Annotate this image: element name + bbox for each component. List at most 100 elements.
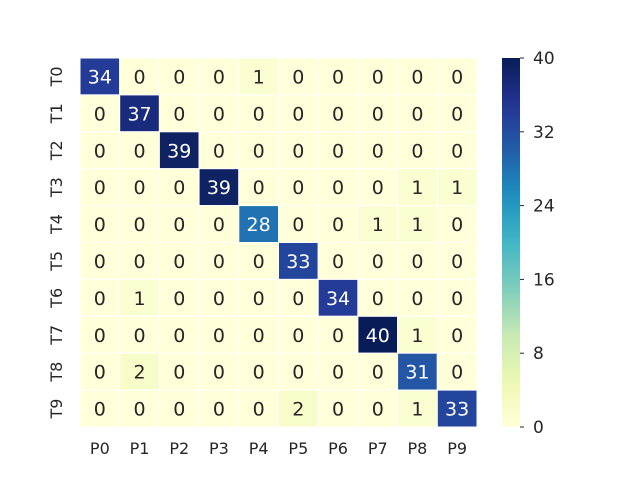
heatmap-cell-T9-P9 [436,389,478,428]
heatmap-cell-T0-P0 [79,57,121,96]
cell-value-T6-P7: 0 [372,288,384,310]
colorbar-tick-label-16: 16 [533,270,555,290]
cell-value-T7-P1: 0 [134,325,146,347]
heatmap-cell-T9-P4 [238,389,280,428]
heatmap-cell-T4-P5 [278,205,319,244]
cell-value-T4-P2: 0 [173,214,185,236]
x-tick-label-P2: P2 [169,439,189,458]
cell-value-T6-P2: 0 [173,288,185,310]
heatmap-cell-T0-P9 [436,57,478,96]
cell-value-T1-P9: 0 [451,103,463,125]
heatmap-cell-T6-P3 [198,278,240,317]
y-tick-label-T5: T5 [47,251,66,272]
heatmap-cell-T2-P1 [119,131,160,170]
heatmap-cell-T8-P3 [198,352,240,391]
cell-value-T9-P2: 0 [173,399,185,421]
cell-value-T9-P5: 2 [292,399,304,421]
cell-value-T5-P8: 0 [411,251,423,273]
cell-value-T6-P8: 0 [411,288,423,310]
cell-value-T9-P7: 0 [372,399,384,421]
colorbar-bar [502,58,520,427]
heatmap-cell-T9-P1 [119,389,160,428]
heatmap-cell-T9-P6 [317,389,359,428]
heatmap-cell-T7-P1 [119,315,160,354]
cell-value-T5-P4: 0 [253,251,265,273]
cell-value-T3-P8: 1 [411,177,423,199]
cell-value-T5-P6: 0 [332,251,344,273]
x-tick-label-P3: P3 [209,439,229,458]
heatmap-cell-T2-P9 [436,131,478,170]
cell-value-T1-P0: 0 [94,103,106,125]
x-tick-label-P6: P6 [328,439,348,458]
cell-value-T2-P2: 39 [167,140,191,162]
cell-value-T1-P7: 0 [372,103,384,125]
cell-value-T8-P4: 0 [253,362,265,384]
cell-value-T9-P0: 0 [94,399,106,421]
heatmap-cell-T8-P0 [79,352,121,391]
cell-value-T8-P8: 31 [405,362,429,384]
cell-value-T5-P7: 0 [372,251,384,273]
x-tick-label-P7: P7 [368,439,388,458]
y-tick-label-T0: T0 [47,66,66,87]
heatmap-cell-T8-P6 [317,352,359,391]
cell-value-T7-P9: 0 [451,325,463,347]
cell-value-T5-P0: 0 [94,251,106,273]
cell-value-T4-P3: 0 [213,214,225,236]
cell-value-T8-P1: 2 [134,362,146,384]
cell-value-T1-P1: 37 [127,103,151,125]
cell-value-T8-P7: 0 [372,362,384,384]
cell-value-T6-P3: 0 [213,288,225,310]
heatmap-cell-T0-P7 [357,57,399,96]
heatmap-cell-T5-P2 [158,242,200,280]
cell-value-T4-P7: 1 [372,214,384,236]
heatmap-cell-T1-P8 [397,94,438,133]
cell-value-T9-P9: 33 [445,399,469,421]
cell-value-T8-P9: 0 [451,362,463,384]
cell-value-T9-P8: 1 [411,399,423,421]
heatmap-cell-T9-P0 [79,389,121,428]
cell-value-T4-P1: 0 [134,214,146,236]
heatmap-cell-T1-P7 [357,94,399,133]
heatmap-cell-T5-P3 [198,242,240,280]
heatmap-annotations: 34 0 0 0 1 0 0 0 0 0 0 37 0 0 0 0 0 0 0 0 0 0 39 0 0 0 0 0 0 0 0 0 0 39 0 0… [88,66,469,420]
heatmap-cell-T4-P8 [397,205,438,244]
cell-value-T7-P3: 0 [213,325,225,347]
heatmap-cell-T6-P7 [357,278,399,317]
cell-value-T8-P3: 0 [213,362,225,384]
cell-value-T2-P7: 0 [372,140,384,162]
cell-value-T7-P2: 0 [173,325,185,347]
cell-value-T0-P2: 0 [173,66,185,88]
heatmap-cell-T4-P7 [357,205,399,244]
heatmap-cell-T7-P3 [198,315,240,354]
y-tick-label-T1: T1 [47,103,66,124]
heatmap-cell-T2-P8 [397,131,438,170]
cell-value-T3-P5: 0 [292,177,304,199]
heatmap-cells [79,57,478,428]
heatmap-cell-T3-P9 [436,168,478,207]
heatmap-cell-T8-P2 [158,352,200,391]
heatmap-cell-T0-P5 [278,57,319,96]
heatmap-cell-T5-P4 [238,242,280,280]
heatmap-cell-T4-P4 [238,205,280,244]
cell-value-T0-P6: 0 [332,66,344,88]
cell-value-T5-P9: 0 [451,251,463,273]
heatmap-cell-T1-P3 [198,94,240,133]
heatmap-cell-T7-P9 [436,315,478,354]
cell-value-T6-P4: 0 [253,288,265,310]
heatmap-cell-T1-P6 [317,94,359,133]
heatmap-cell-T7-P8 [397,315,438,354]
cell-value-T2-P8: 0 [411,140,423,162]
cell-value-T3-P9: 1 [451,177,463,199]
cell-value-T1-P6: 0 [332,103,344,125]
heatmap-cell-T5-P0 [79,242,121,280]
cell-value-T2-P4: 0 [253,140,265,162]
cell-value-T6-P6: 34 [326,288,350,310]
cell-value-T4-P9: 0 [451,214,463,236]
cell-value-T5-P2: 0 [173,251,185,273]
cell-value-T1-P2: 0 [173,103,185,125]
heatmap-cell-T3-P6 [317,168,359,207]
heatmap-cell-T9-P7 [357,389,399,428]
heatmap-cell-T2-P0 [79,131,121,170]
y-tick-label-T3: T3 [47,177,66,198]
